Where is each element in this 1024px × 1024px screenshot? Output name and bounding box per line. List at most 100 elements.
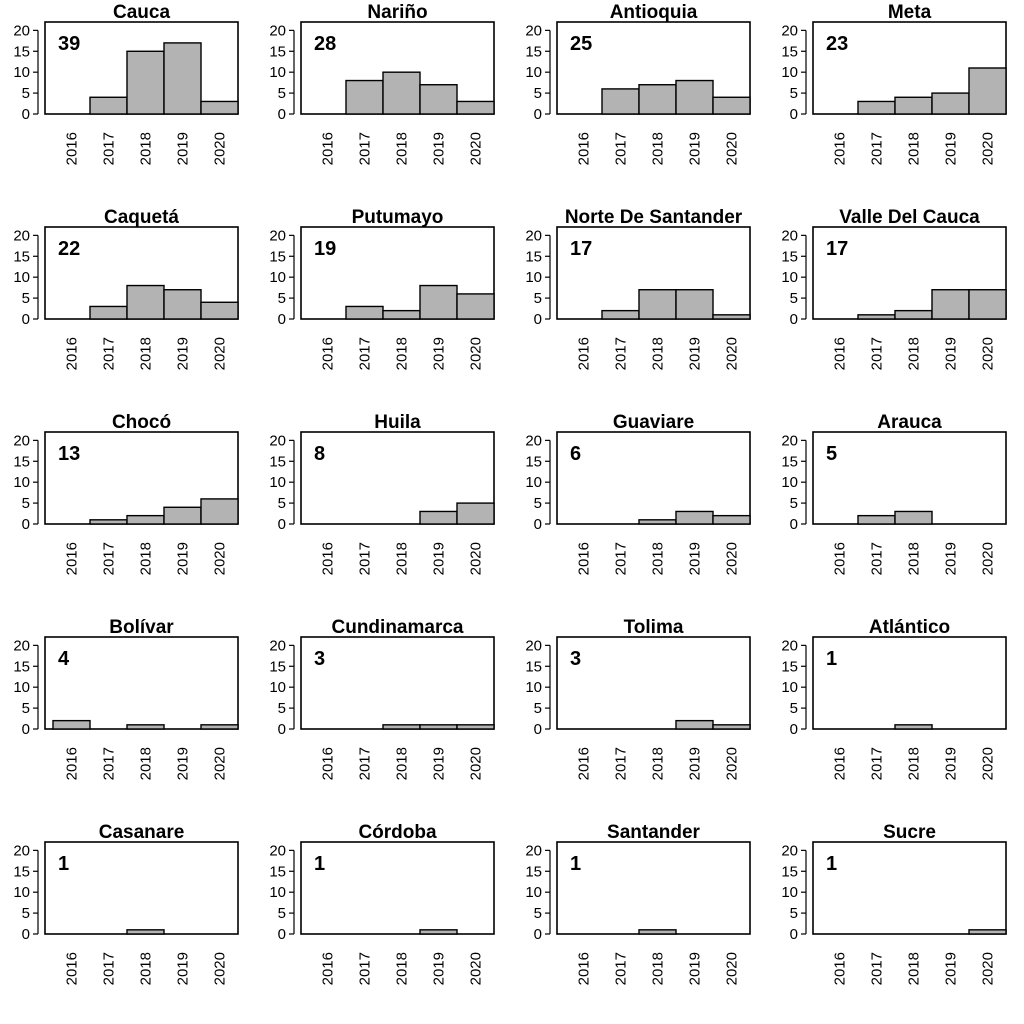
panel-title: Sucre bbox=[883, 822, 936, 843]
y-tick-label: 5 bbox=[534, 85, 542, 102]
plot-frame bbox=[300, 431, 495, 525]
y-tick-label: 10 bbox=[525, 679, 542, 696]
bar-2018 bbox=[894, 510, 933, 525]
y-tick-label: 20 bbox=[525, 432, 542, 449]
x-tick-label: 2018 bbox=[906, 542, 923, 575]
y-tick-label: 0 bbox=[534, 311, 542, 328]
y-tick-label: 0 bbox=[22, 516, 30, 533]
bar-2019 bbox=[163, 289, 202, 320]
y-tick-label: 10 bbox=[13, 474, 30, 491]
x-tick-label: 2017 bbox=[101, 952, 118, 985]
panel-caqueta: Caquetá 0 5 10 15 20 2016 2017 2018 2019 2020 22 bbox=[13, 207, 239, 370]
x-tick-label: 2016 bbox=[576, 952, 593, 985]
bar-2018 bbox=[638, 289, 677, 320]
y-tick-label: 15 bbox=[269, 248, 286, 265]
y-tick-label: 5 bbox=[790, 905, 798, 922]
panel-cundinamarca: Cundinamarca 0 5 10 15 20 2016 2017 2018 2019 2020… bbox=[269, 617, 495, 780]
x-tick-label: 2018 bbox=[906, 132, 923, 165]
x-tick-label: 2020 bbox=[468, 747, 485, 780]
y-tick-label: 5 bbox=[278, 495, 286, 512]
y-tick-label: 0 bbox=[790, 516, 798, 533]
y-tick-label: 5 bbox=[22, 905, 30, 922]
y-tick-label: 15 bbox=[781, 863, 798, 880]
x-tick-label: 2016 bbox=[320, 952, 337, 985]
bar-2019 bbox=[163, 42, 202, 115]
panel-guaviare: Guaviare 0 5 10 15 20 2016 2017 2018 2019 2020 6 bbox=[525, 412, 751, 575]
bar-2018 bbox=[894, 724, 933, 730]
panel-title: Putumayo bbox=[352, 207, 444, 228]
bar-2019 bbox=[419, 929, 458, 935]
panel-total: 1 bbox=[570, 853, 581, 875]
bar-2020 bbox=[968, 929, 1007, 935]
plot-frame bbox=[556, 636, 751, 730]
x-tick-label: 2017 bbox=[357, 747, 374, 780]
x-tick-label: 2019 bbox=[431, 542, 448, 575]
y-tick-label: 20 bbox=[13, 637, 30, 654]
bar-2019 bbox=[931, 289, 970, 320]
y-tick-label: 5 bbox=[22, 85, 30, 102]
panel-total: 1 bbox=[826, 853, 837, 875]
x-tick-label: 2020 bbox=[724, 542, 741, 575]
bar-2020 bbox=[200, 100, 239, 115]
bar-2020 bbox=[456, 100, 495, 115]
panel-total: 5 bbox=[826, 443, 837, 465]
bar-2019 bbox=[931, 92, 970, 115]
y-tick-label: 20 bbox=[13, 432, 30, 449]
y-tick-label: 10 bbox=[269, 474, 286, 491]
y-tick-label: 10 bbox=[269, 679, 286, 696]
panel-total: 6 bbox=[570, 443, 581, 465]
plot-frame bbox=[300, 636, 495, 730]
y-tick-label: 10 bbox=[781, 269, 798, 286]
x-tick-label: 2016 bbox=[832, 542, 849, 575]
y-tick-label: 10 bbox=[781, 474, 798, 491]
y-tick-label: 5 bbox=[278, 700, 286, 717]
panel-title: Valle Del Cauca bbox=[839, 207, 980, 228]
panel-cauca: Cauca 0 5 10 15 20 2016 2017 2018 2019 2020 39 bbox=[13, 2, 239, 165]
panel-title: Nariño bbox=[367, 2, 427, 23]
x-tick-label: 2019 bbox=[943, 542, 960, 575]
y-tick-label: 0 bbox=[22, 106, 30, 123]
x-tick-label: 2020 bbox=[212, 132, 229, 165]
panel-title: Guaviare bbox=[613, 412, 694, 433]
panel-title: Huila bbox=[374, 412, 421, 433]
y-tick-label: 15 bbox=[525, 658, 542, 675]
panel-huila: Huila 0 5 10 15 20 2016 2017 2018 2019 2020 8 bbox=[269, 412, 495, 575]
x-tick-label: 2018 bbox=[138, 747, 155, 780]
y-tick-label: 10 bbox=[781, 884, 798, 901]
y-tick-label: 5 bbox=[22, 290, 30, 307]
y-tick-label: 10 bbox=[525, 64, 542, 81]
y-tick-label: 20 bbox=[525, 22, 542, 39]
x-tick-label: 2016 bbox=[64, 337, 81, 370]
x-tick-label: 2016 bbox=[576, 747, 593, 780]
bar-2018 bbox=[894, 96, 933, 115]
y-tick-label: 10 bbox=[13, 884, 30, 901]
panel-total: 13 bbox=[58, 443, 80, 465]
panel-title: Antioquia bbox=[610, 2, 698, 23]
x-tick-label: 2020 bbox=[724, 337, 741, 370]
y-tick-label: 10 bbox=[781, 679, 798, 696]
bar-2019 bbox=[675, 510, 714, 525]
y-tick-label: 10 bbox=[525, 884, 542, 901]
y-tick-label: 5 bbox=[534, 495, 542, 512]
plot-frame bbox=[812, 636, 1007, 730]
bar-2019 bbox=[419, 284, 458, 320]
x-tick-label: 2020 bbox=[468, 542, 485, 575]
y-tick-label: 0 bbox=[534, 106, 542, 123]
panel-title: Santander bbox=[607, 822, 701, 843]
y-tick-label: 5 bbox=[22, 700, 30, 717]
panel-valle-del-cauca: Valle Del Cauca 0 5 10 15 20 2016 2017 2018 2019 2… bbox=[781, 207, 1007, 370]
x-tick-label: 2017 bbox=[357, 542, 374, 575]
bar-2017 bbox=[601, 88, 640, 115]
x-tick-label: 2019 bbox=[431, 132, 448, 165]
x-tick-label: 2017 bbox=[869, 337, 886, 370]
bar-2018 bbox=[638, 84, 677, 115]
y-tick-label: 0 bbox=[278, 926, 286, 943]
bar-2019 bbox=[675, 719, 714, 730]
x-tick-label: 2016 bbox=[576, 542, 593, 575]
y-tick-label: 10 bbox=[269, 64, 286, 81]
panel-title: Caquetá bbox=[104, 207, 179, 228]
x-tick-label: 2017 bbox=[101, 747, 118, 780]
x-tick-label: 2019 bbox=[175, 337, 192, 370]
y-tick-label: 5 bbox=[534, 905, 542, 922]
x-tick-label: 2016 bbox=[64, 952, 81, 985]
